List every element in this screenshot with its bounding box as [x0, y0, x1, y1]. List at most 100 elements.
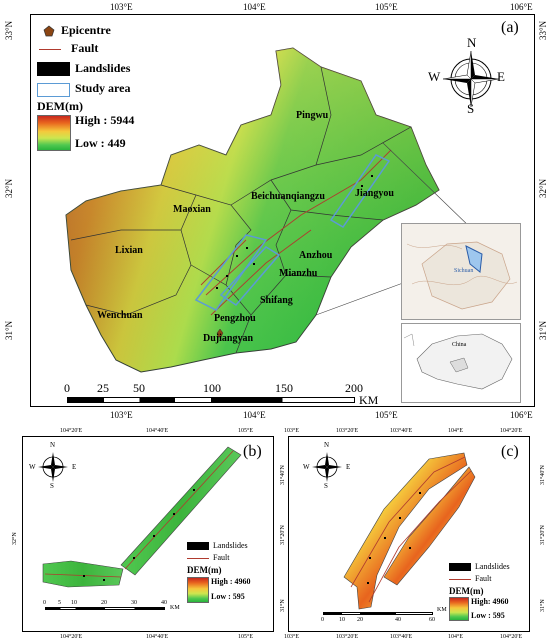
c-legend-landslides: Landslides: [475, 562, 510, 571]
fault-legend-line: [39, 49, 61, 50]
b-bottom-tick-1: 104°20'E: [60, 634, 83, 640]
b-scale-20: 20: [101, 600, 107, 606]
b-fault-swatch: [187, 558, 209, 559]
legend-fault-label: Fault: [71, 41, 99, 55]
a-top-tick-105: 105°E: [375, 2, 398, 12]
a-right-tick-31: 31°N: [538, 320, 548, 340]
c-bottom-tick-2: 103°20'E: [336, 634, 359, 640]
compass-rose-icon: [442, 50, 500, 108]
scale-unit: KM: [359, 393, 379, 407]
c-dem-high: High: 4960: [471, 597, 509, 606]
legend-epicentre-label: Epicentre: [61, 23, 111, 37]
inset-china-map: China: [401, 323, 521, 403]
c-top-tick-5: 104°20'E: [500, 428, 523, 434]
c-dem-title: DEM(m): [449, 586, 484, 596]
c-landslides-swatch: [449, 563, 471, 571]
panel-c-tag: (c): [501, 443, 519, 460]
c-scale-unit: KM: [437, 607, 447, 613]
panel-c: (c) N S W E Landslides Fault DEM(m) High…: [288, 436, 530, 632]
place-mianzhu: Mianzhu: [279, 268, 318, 279]
fault-lines: [200, 149, 392, 316]
a-left-tick-31: 31°N: [4, 320, 14, 340]
panel-c-dem-strip: [343, 452, 476, 610]
b-top-tick-2: 104°40'E: [146, 428, 169, 434]
c-top-tick-2: 103°20'E: [336, 428, 359, 434]
b-top-tick-3: 105°E: [238, 428, 254, 434]
a-bottom-tick-105: 105°E: [375, 410, 398, 420]
legend-landslides: Landslides: [75, 61, 130, 76]
c-bottom-tick-1: 103°E: [284, 634, 300, 640]
c-dem-low: Low : 595: [471, 611, 505, 620]
scale-0: 0: [64, 381, 70, 395]
place-anzhou: Anzhou: [299, 250, 333, 261]
a-top-tick-106: 106°E: [510, 2, 533, 12]
c-scale-40: 40: [395, 617, 401, 623]
b-scale-0: 0: [43, 600, 46, 606]
landslide-marks: [216, 175, 373, 289]
inset-sichuan-label: Sichuan: [454, 268, 474, 274]
scale-200: 200: [345, 381, 363, 395]
c-top-tick-4: 104°E: [448, 428, 464, 434]
panel-b-dem-strip: [42, 446, 242, 588]
dem-legend-title-label: DEM(m): [37, 99, 83, 113]
b-bottom-tick-2: 104°40'E: [146, 634, 169, 640]
inset-china-label: China: [452, 342, 467, 348]
c-scale-bar: [323, 612, 433, 615]
c-legend-fault: Fault: [475, 574, 492, 583]
dem-high-label: High : 5944: [75, 113, 135, 127]
a-right-tick-32: 32°N: [538, 178, 548, 198]
b-compass-n: N: [50, 441, 56, 449]
b-dem-high: High : 4960: [211, 577, 251, 586]
place-pengzhou: Pengzhou: [214, 313, 256, 324]
b-scale-10: 10: [71, 600, 77, 606]
place-jiangyou: Jiangyou: [355, 188, 394, 199]
dem-low-label: Low : 449: [75, 136, 126, 150]
scale-50: 50: [133, 381, 145, 395]
a-bottom-tick-103: 103°E: [110, 410, 133, 420]
epicentre-marker: [216, 328, 224, 338]
a-top-tick-103: 103°E: [110, 2, 133, 12]
c-compass-s: S: [324, 482, 328, 490]
c-bottom-tick-5: 104°20'E: [500, 634, 523, 640]
panel-a-scale-bar: [67, 397, 355, 403]
legend-epicentre: Epicentre: [61, 23, 111, 38]
c-scale-0: 0: [321, 617, 324, 623]
place-shifang: Shifang: [260, 295, 293, 306]
c-bottom-tick-4: 104°E: [448, 634, 464, 640]
landslides-legend-swatch: [37, 62, 70, 76]
a-left-tick-33: 33°N: [4, 20, 14, 40]
b-scale-unit: KM: [170, 605, 180, 611]
place-lixian: Lixian: [115, 245, 143, 256]
dem-high-value: High : 5944: [75, 113, 134, 128]
b-scale-30: 30: [131, 600, 137, 606]
c-top-tick-3: 103°40'E: [390, 428, 413, 434]
dem-color-ramp: [37, 115, 71, 151]
a-bottom-tick-104: 104°E: [243, 410, 266, 420]
b-left-tick: 32°N: [12, 532, 18, 545]
inset-sichuan-map: Sichuan: [401, 223, 521, 320]
place-wenchuan: Wenchuan: [97, 310, 143, 321]
scale-150: 150: [275, 381, 293, 395]
a-right-tick-33: 33°N: [538, 20, 548, 40]
panel-b: (b) N S W E Landslides Fault DEM(m) High…: [22, 436, 274, 632]
compass-w: W: [428, 69, 441, 84]
b-legend-fault: Fault: [213, 553, 230, 562]
place-beichuan: Beichuanqiangzu: [251, 191, 325, 202]
compass-n: N: [467, 35, 477, 50]
panel-a-tag: (a): [501, 19, 519, 36]
study-area-outlines: [194, 154, 391, 311]
c-compass-e: E: [346, 463, 351, 471]
c-fault-swatch: [449, 579, 471, 580]
c-left-tick-1: 31°40'N: [280, 465, 286, 485]
b-bottom-tick-3: 105°E: [238, 634, 254, 640]
a-left-tick-32: 32°N: [4, 178, 14, 198]
c-scale-20: 20: [357, 617, 363, 623]
b-compass-s: S: [50, 482, 54, 490]
b-scale-40: 40: [161, 600, 167, 606]
c-scale-10: 10: [339, 617, 345, 623]
panel-a-dem-map: [65, 47, 480, 373]
b-scale-bar: [45, 607, 165, 610]
epicentre-legend-icon: [43, 25, 55, 37]
c-right-tick-1: 31°40'N: [540, 465, 546, 485]
b-compass-e: E: [72, 463, 77, 471]
